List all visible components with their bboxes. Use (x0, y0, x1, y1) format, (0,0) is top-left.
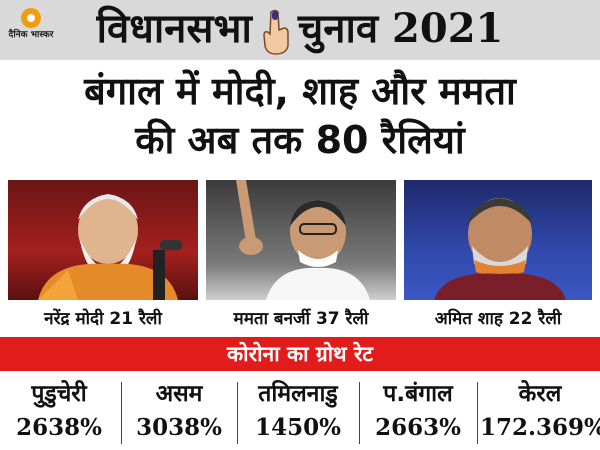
amit-shah-caption: अमित शाह 22 रैली (434, 309, 562, 329)
stat-state-name: तमिलनाडु (258, 381, 338, 407)
stat-assam: असम 3038% (124, 376, 234, 450)
banner-title: विधानसभा चुनाव 2021 (0, 2, 600, 56)
stat-state-name: प.बंगाल (383, 381, 453, 407)
stat-value: 172.369% (480, 414, 600, 441)
amit-shah-photo (404, 180, 592, 300)
headline: बंगाल में मोदी, शाह और ममता की अब तक 80 … (0, 66, 600, 164)
stat-divider (359, 382, 360, 444)
title-banner: दैनिक भास्कर विधानसभा चुनाव 2021 (0, 0, 600, 60)
banner-title-part2: चुनाव 2021 (297, 5, 504, 52)
mamata-photo (206, 180, 396, 300)
logo-name: दैनिक भास्कर (8, 30, 54, 40)
newspaper-logo: दैनिक भास्कर (8, 8, 54, 52)
logo-sun-icon (21, 8, 41, 28)
mamata-caption: ममता बनर्जी 37 रैली (233, 309, 369, 329)
stat-west-bengal: प.बंगाल 2663% (362, 376, 474, 450)
stat-kerala: केरल 172.369% (480, 376, 600, 450)
stat-value: 2663% (375, 414, 461, 441)
headline-line-2: की अब तक 80 रैलियां (135, 118, 465, 162)
stat-state-name: केरल (518, 381, 562, 407)
stat-value: 2638% (16, 414, 102, 441)
modi-caption: नरेंद्र मोदी 21 रैली (44, 309, 162, 329)
stat-divider (237, 382, 238, 444)
stat-value: 1450% (255, 414, 341, 441)
headline-line-1: बंगाल में मोदी, शाह और ममता (84, 69, 516, 113)
banner-title-part1: विधानसभा (96, 5, 252, 52)
state-growth-stats: पुडुचेरी 2638% असम 3038% तमिलनाडु 1450% … (0, 376, 600, 450)
corona-growth-heading-bar: कोरोना का ग्रोथ रेट (0, 337, 600, 371)
stat-tamil-nadu: तमिलनाडु 1450% (240, 376, 356, 450)
stat-puducherry: पुडुचेरी 2638% (0, 376, 118, 450)
corona-growth-heading: कोरोना का ग्रोथ रेट (226, 342, 374, 366)
stat-divider (121, 382, 122, 444)
stat-divider (477, 382, 478, 444)
inked-finger-icon (263, 9, 289, 55)
stat-state-name: असम (155, 381, 203, 407)
stat-state-name: पुडुचेरी (31, 381, 87, 407)
modi-photo (8, 180, 198, 300)
stat-value: 3038% (136, 414, 222, 441)
